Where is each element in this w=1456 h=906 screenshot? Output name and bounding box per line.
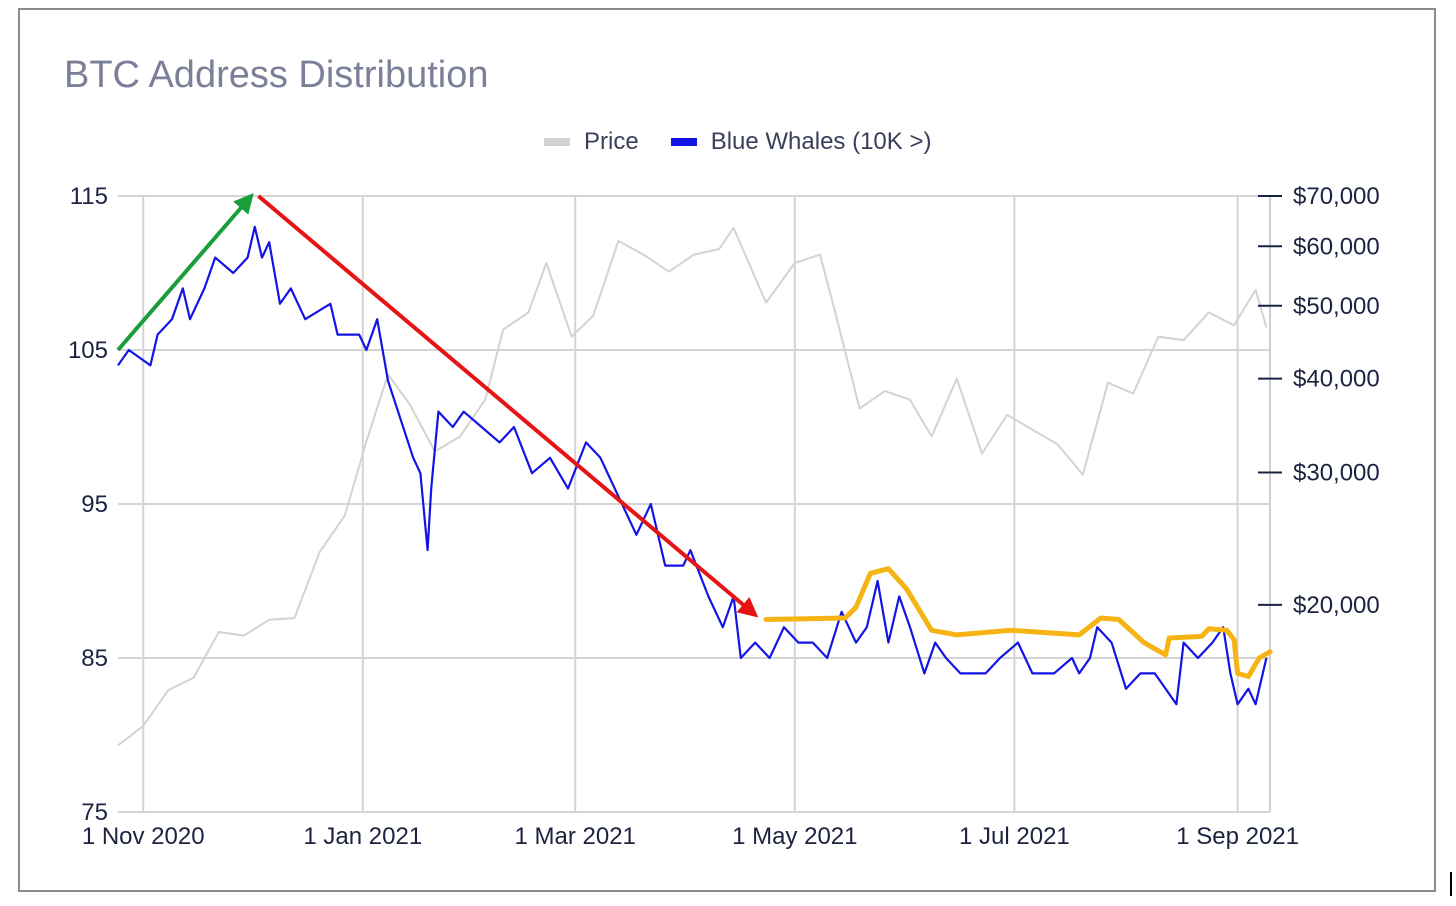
- y-left-tick-label: 85: [81, 645, 108, 672]
- y-left-tick-label: 105: [68, 337, 108, 364]
- legend: Price Blue Whales (10K >): [544, 128, 963, 156]
- text-cursor: [1450, 872, 1452, 896]
- x-tick-label: 1 May 2021: [732, 823, 857, 850]
- y-left-tick-label: 95: [81, 491, 108, 518]
- legend-label-price: Price: [584, 128, 639, 155]
- x-tick-label: 1 Nov 2020: [82, 823, 205, 850]
- y-left-tick-label: 115: [70, 183, 108, 210]
- x-tick-label: 1 Jul 2021: [959, 823, 1070, 850]
- green-up-arrow: [116, 192, 254, 352]
- x-tick-label: 1 Mar 2021: [514, 823, 635, 850]
- y-right-tick-label: $50,000: [1293, 293, 1380, 320]
- y-right-tick-label: $40,000: [1293, 366, 1380, 393]
- y-right-tick-label: $30,000: [1293, 460, 1380, 487]
- y-right-tick-label: $70,000: [1293, 183, 1380, 210]
- y-right-tick-label: $20,000: [1293, 592, 1380, 619]
- x-tick-label: 1 Jan 2021: [303, 823, 422, 850]
- series-layer: [117, 225, 1268, 747]
- y-left-tick-label: 75: [81, 799, 108, 826]
- legend-item-price[interactable]: Price: [544, 128, 639, 156]
- legend-swatch-blue-whales: [670, 138, 697, 146]
- annotations: [116, 192, 1273, 679]
- x-tick-label: 1 Sep 2021: [1176, 823, 1299, 850]
- grid: [118, 195, 1271, 813]
- y-right-tick-label: $60,000: [1293, 233, 1380, 260]
- blue-whales-series-line: [117, 225, 1268, 706]
- yellow-highlight-line: [763, 566, 1273, 679]
- legend-label-blue-whales: Blue Whales (10K >): [710, 128, 932, 155]
- axes: 1 Nov 2020 1 Jan 2021 1 Mar 2021 1 May 2021…: [68, 183, 1380, 850]
- red-down-arrow: [257, 194, 759, 618]
- legend-item-blue-whales[interactable]: Blue Whales (10K >): [670, 128, 932, 156]
- legend-swatch-price: [544, 138, 570, 146]
- price-series-line: [117, 226, 1268, 747]
- chart-frame: [18, 8, 1436, 892]
- chart-title: BTC Address Distribution: [64, 54, 489, 96]
